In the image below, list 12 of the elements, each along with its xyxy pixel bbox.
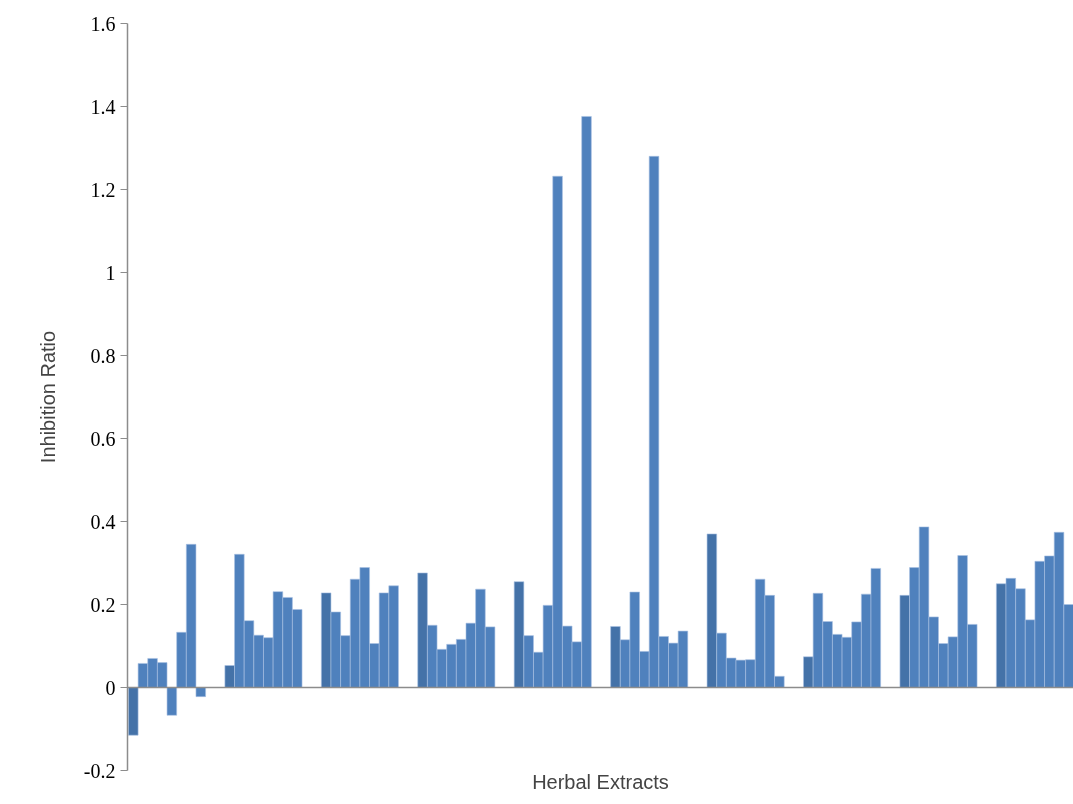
y-tick-label: 0.4 <box>90 510 116 533</box>
y-tick-label: 0.8 <box>90 344 116 367</box>
y-tick-label: -0.2 <box>83 759 116 782</box>
y-tick-label: 1.2 <box>90 178 116 201</box>
y-tick-label: 0 <box>105 676 116 699</box>
x-axis-title: Herbal Extracts <box>532 770 669 793</box>
y-axis-title: Inhibition Ratio <box>36 330 59 464</box>
y-tick-label: 1 <box>105 261 116 284</box>
y-tick-label: 1.4 <box>90 95 116 118</box>
y-tick-label: 0.2 <box>90 593 116 616</box>
y-tick-label: 0.6 <box>90 427 116 450</box>
y-tick-label: 1.6 <box>90 12 116 35</box>
